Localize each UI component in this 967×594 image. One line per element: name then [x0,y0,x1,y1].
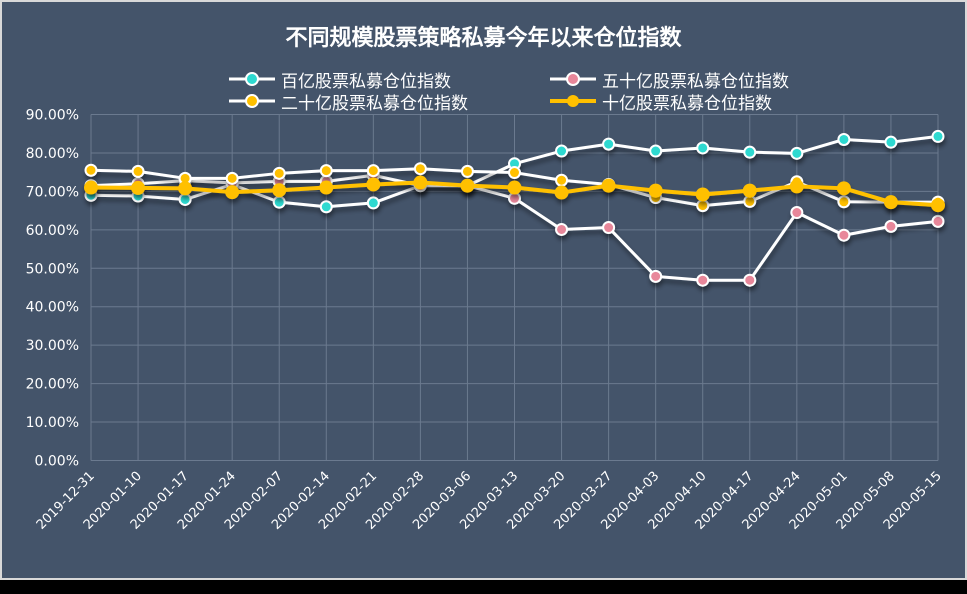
data-point-marker[interactable] [508,166,521,180]
y-axis-tick-label: 80.00% [26,146,79,162]
data-point-marker[interactable] [601,178,616,193]
data-point-marker[interactable] [319,164,333,178]
data-point-marker[interactable] [225,171,239,185]
data-point-marker[interactable] [696,199,710,213]
data-point-marker[interactable] [272,166,286,180]
data-point-marker[interactable] [789,179,804,194]
legend-label: 二十亿股票私募仓位指数 [281,93,468,114]
legend-marker-cyan-icon [229,72,275,86]
data-point-marker[interactable] [554,185,569,200]
chart-title: 不同规模股票策略私募今年以来仓位指数 [285,26,682,51]
data-point-marker[interactable] [743,273,757,287]
data-point-marker[interactable] [696,141,710,155]
y-axis-tick-label: 40.00% [26,300,79,316]
data-point-marker[interactable] [555,222,569,236]
legend-item-100b[interactable]: 百亿股票私募仓位指数 [227,68,451,92]
data-point-marker[interactable] [319,200,333,214]
data-point-marker[interactable] [837,195,851,209]
data-point-marker[interactable] [84,163,98,177]
legend-marker-yellow-icon [229,94,275,108]
y-axis-tick-label: 0.00% [35,454,79,470]
data-point-marker[interactable] [649,269,663,283]
data-point-marker[interactable] [131,180,146,195]
data-point-marker[interactable] [837,228,851,242]
data-point-marker[interactable] [178,192,192,206]
data-point-marker[interactable] [507,180,522,195]
data-point-marker[interactable] [413,162,427,176]
data-point-marker[interactable] [602,221,616,235]
data-point-marker[interactable] [84,180,98,195]
data-point-marker[interactable] [602,137,616,151]
data-point-marker[interactable] [131,164,145,178]
y-axis-tick-label: 20.00% [26,377,79,393]
data-point-marker[interactable] [178,181,193,196]
y-axis-tick-label: 60.00% [26,223,79,239]
data-point-marker[interactable] [366,164,380,178]
legend-item-20b[interactable]: 二十亿股票私募仓位指数 [227,90,468,114]
chart-legend: 百亿股票私募仓位指数 五十亿股票私募仓位指数 二十亿股票私募仓位指数 十亿股票私… [2,64,965,114]
data-point-marker[interactable] [649,144,663,158]
legend-marker-gold-icon [550,95,596,107]
y-axis-tick-label: 50.00% [26,261,79,277]
data-point-marker[interactable] [648,183,663,198]
y-axis-tick-label: 10.00% [26,415,79,431]
data-point-marker[interactable] [743,145,757,159]
data-point-marker[interactable] [366,177,381,192]
data-point-marker[interactable] [931,214,945,228]
chart-panel: 不同规模股票策略私募今年以来仓位指数 百亿股票私募仓位指数 五十亿股票私募仓位指… [2,2,965,578]
data-point-marker[interactable] [836,181,851,196]
data-point-marker[interactable] [790,146,804,160]
series-line[interactable] [84,175,945,213]
data-point-marker[interactable] [555,173,569,187]
data-point-marker[interactable] [272,195,286,209]
data-point-marker[interactable] [225,185,240,200]
legend-label: 百亿股票私募仓位指数 [281,71,451,92]
y-axis-tick-label: 30.00% [26,338,79,354]
data-point-marker[interactable] [460,178,475,193]
data-point-marker[interactable] [272,183,287,198]
data-point-marker[interactable] [366,196,380,210]
y-axis-tick-label: 70.00% [26,184,79,200]
legend-label: 十亿股票私募仓位指数 [602,93,772,114]
data-point-marker[interactable] [883,195,898,210]
legend-item-50b[interactable]: 五十亿股票私募仓位指数 [548,68,789,92]
data-point-marker[interactable] [460,164,474,178]
data-point-marker[interactable] [884,135,898,149]
data-point-marker[interactable] [742,183,757,198]
data-point-marker[interactable] [931,198,945,213]
legend-marker-pink-icon [550,72,596,86]
data-point-marker[interactable] [931,129,945,143]
legend-item-10b[interactable]: 十亿股票私募仓位指数 [548,90,772,114]
legend-label: 五十亿股票私募仓位指数 [602,71,789,92]
data-point-marker[interactable] [319,180,334,195]
data-point-marker[interactable] [555,144,569,158]
data-point-marker[interactable] [413,175,428,190]
data-point-marker[interactable] [884,219,898,233]
data-point-marker[interactable] [790,206,804,220]
data-point-marker[interactable] [837,132,851,146]
data-point-marker[interactable] [695,187,710,202]
data-point-marker[interactable] [696,273,710,287]
y-axis-tick-label: 90.00% [26,108,79,124]
